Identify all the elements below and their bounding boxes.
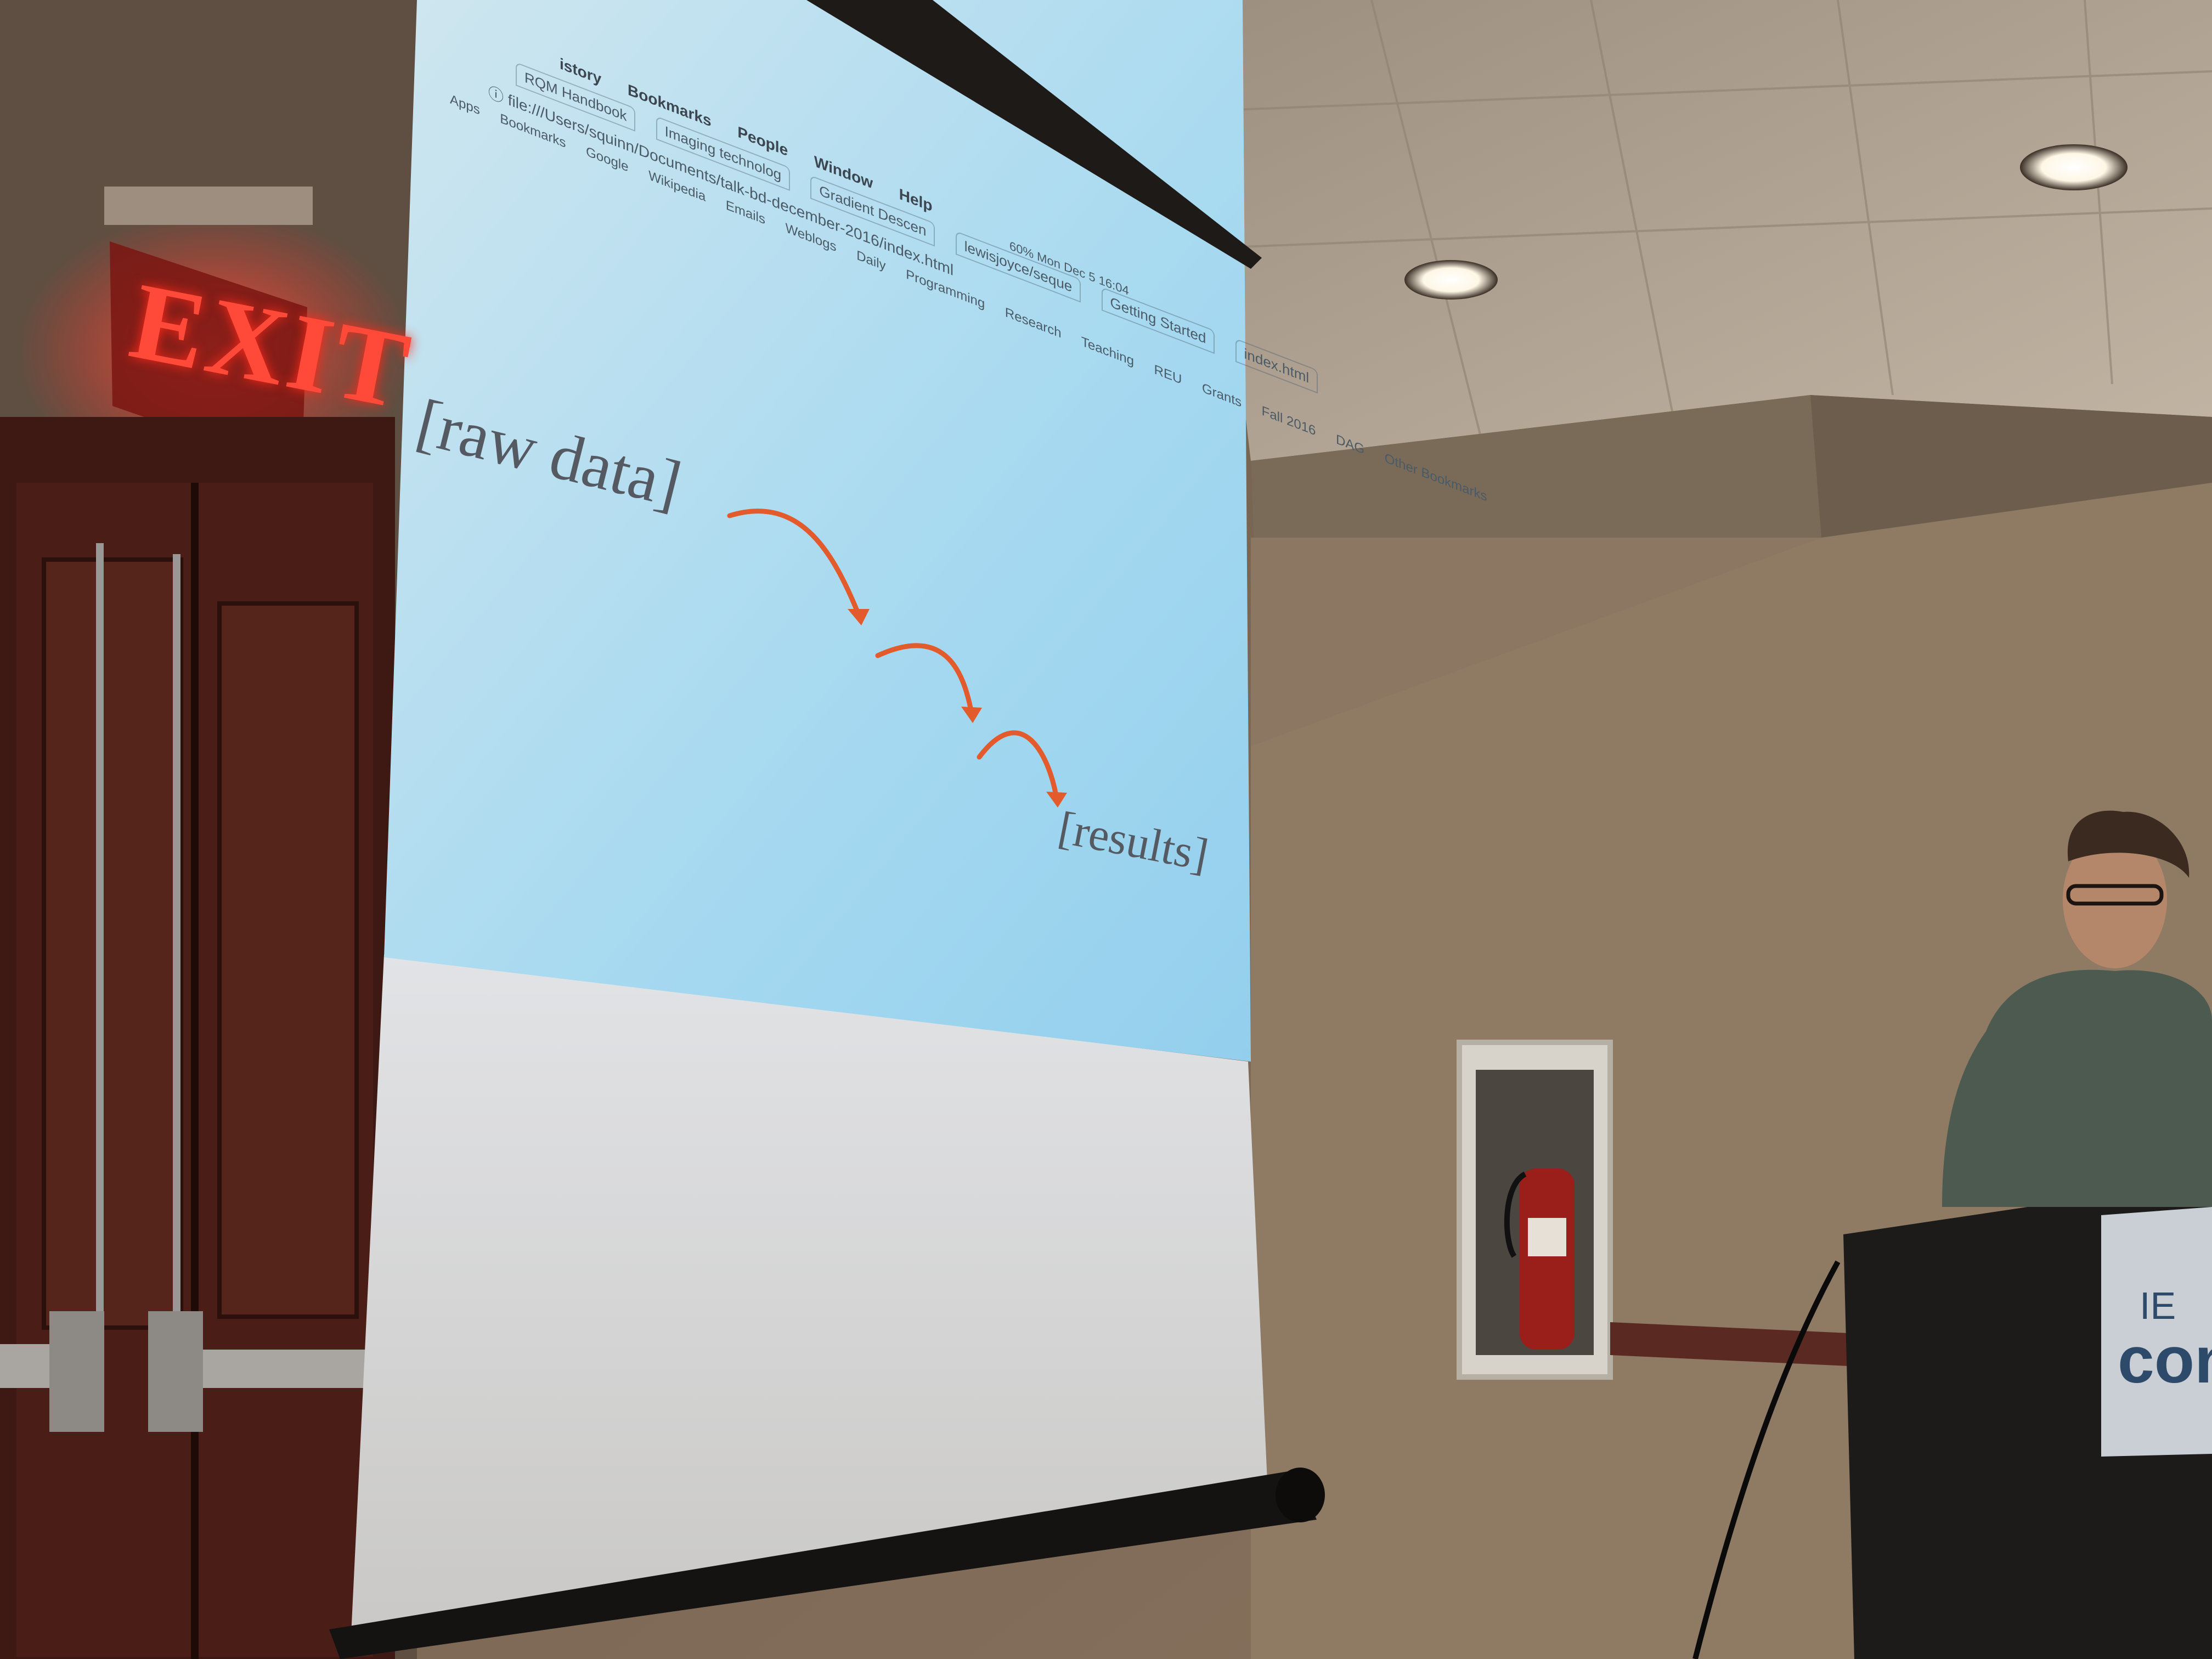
bookmark-research: Research bbox=[1005, 304, 1062, 341]
bookmark-teaching: Teaching bbox=[1081, 334, 1134, 369]
podium-sign: IE con bbox=[2118, 1284, 2212, 1398]
bookmark-reu: REU bbox=[1154, 362, 1182, 388]
podium-sign-line1: IE bbox=[2140, 1284, 2176, 1327]
bookmark-apps: Apps bbox=[450, 92, 480, 119]
bookmark-grants: Grants bbox=[1201, 380, 1242, 410]
podium-sign-line2: con bbox=[2118, 1323, 2212, 1397]
info-icon: ⓘ bbox=[488, 83, 508, 108]
